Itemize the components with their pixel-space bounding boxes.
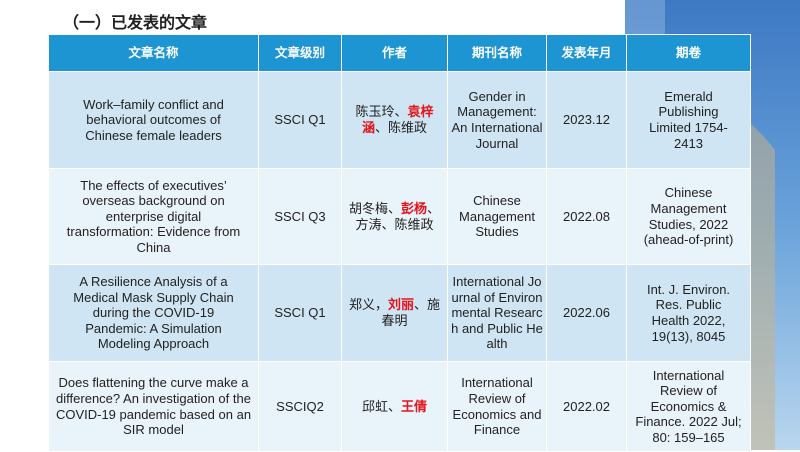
table-row: The effects of executives’ overseas back… — [48, 168, 751, 265]
column-header-journal: 期刊名称 — [447, 34, 547, 72]
table-row: Work–family conflict and behavioral outc… — [48, 71, 751, 169]
table-header-row: 文章名称 文章级别 作者 期刊名称 发表年月 期卷 — [48, 34, 751, 72]
cell-date: 2022.02 — [546, 361, 627, 452]
cell-title: The effects of executives’ overseas back… — [48, 168, 259, 265]
cell-authors: 郑义，刘丽、施春明 — [341, 264, 448, 362]
cell-authors: 邱虹、王倩 — [341, 361, 448, 452]
highlighted-author: 王倩 — [401, 398, 428, 414]
author-text: 、陈维政 — [375, 120, 428, 135]
cell-journal: International Review of Economics and Fi… — [447, 361, 547, 452]
column-header-date: 发表年月 — [546, 34, 627, 72]
cell-volume: Chinese Management Studies, 2022 (ahead-… — [626, 168, 751, 265]
cell-title: Does flattening the curve make a differe… — [48, 361, 259, 452]
author-text: 、方涛、陈维政 — [355, 200, 441, 232]
cell-level: SSCI Q1 — [258, 264, 342, 362]
table-row: A Resilience Analysis of a Medical Mask … — [48, 264, 751, 362]
column-header-authors: 作者 — [341, 34, 448, 72]
cell-level: SSCI Q3 — [258, 168, 342, 265]
publications-table: 文章名称 文章级别 作者 期刊名称 发表年月 期卷 Work–family co… — [48, 34, 751, 452]
highlighted-author: 彭杨 — [400, 200, 427, 216]
section-heading: （一）已发表的文章 — [63, 13, 208, 32]
column-header-level: 文章级别 — [258, 34, 342, 72]
cell-journal: Gender in Management: An International J… — [447, 71, 547, 169]
cell-level: SSCIQ2 — [258, 361, 342, 452]
cell-date: 2022.06 — [546, 264, 627, 362]
cell-level: SSCI Q1 — [258, 71, 342, 169]
cell-journal: Chinese Management Studies — [447, 168, 547, 265]
author-text: 郑义， — [348, 297, 388, 313]
cell-title: A Resilience Analysis of a Medical Mask … — [48, 264, 259, 362]
cell-authors: 胡冬梅、彭杨、方涛、陈维政 — [341, 168, 448, 265]
cell-title: Work–family conflict and behavioral outc… — [48, 71, 259, 169]
author-text: 、施春明 — [381, 297, 441, 328]
cell-journal: International Journal of Environmental R… — [447, 264, 547, 362]
cell-date: 2023.12 — [546, 71, 627, 169]
cell-authors: 陈玉玲、袁梓涵、陈维政 — [341, 71, 448, 169]
author-text: 胡冬梅、 — [348, 200, 401, 216]
table-row: Does flattening the curve make a differe… — [48, 361, 751, 452]
cell-date: 2022.08 — [546, 168, 627, 265]
column-header-volume: 期卷 — [626, 34, 751, 72]
author-text: 邱虹、 — [361, 398, 401, 414]
column-header-title: 文章名称 — [48, 34, 259, 72]
cell-volume: Emerald Publishing Limited 1754-2413 — [626, 71, 751, 169]
highlighted-author: 袁梓涵 — [361, 104, 434, 135]
cell-volume: Int. J. Environ. Res. Public Health 2022… — [626, 264, 751, 362]
cell-volume: International Review of Economics & Fina… — [626, 361, 751, 452]
highlighted-author: 刘丽 — [387, 297, 414, 313]
author-text: 陈玉玲、 — [355, 104, 408, 120]
